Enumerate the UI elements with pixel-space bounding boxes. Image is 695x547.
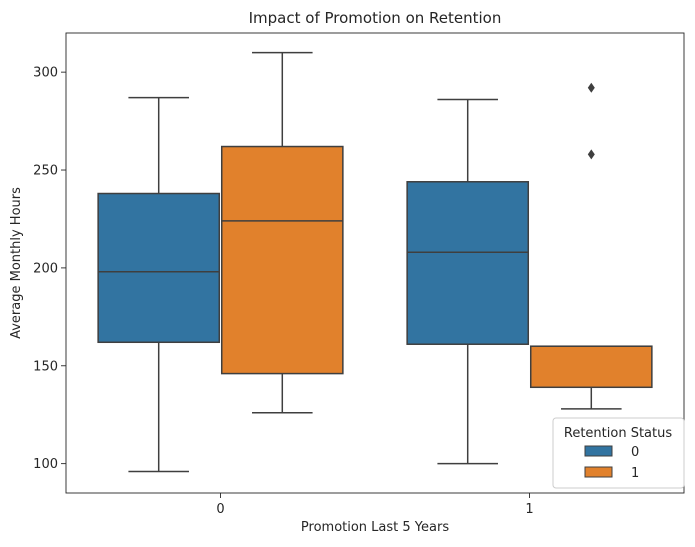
y-tick-label-1: 150 [33, 359, 58, 374]
y-axis-label: Average Monthly Hours [9, 187, 24, 339]
plot-frame [65, 32, 685, 494]
legend-swatch-1 [584, 466, 613, 478]
legend-swatch-0 [584, 445, 613, 457]
box-1-cat-0 [220, 51, 344, 414]
x-tick-label-1: 1 [525, 502, 533, 517]
legend-label-0: 0 [631, 445, 639, 460]
box-body [406, 181, 530, 345]
y-tick-label-2: 200 [33, 261, 58, 276]
box-body [220, 145, 344, 375]
box-series [97, 51, 653, 473]
x-axis-label: Promotion Last 5 Years [301, 520, 449, 535]
box-body [529, 345, 653, 389]
y-tick-label-4: 300 [33, 66, 58, 81]
box-0-cat-0 [97, 96, 221, 473]
legend: Retention Status 0 1 [552, 417, 685, 489]
outlier-point-1 [587, 82, 595, 93]
outlier-point-0 [587, 149, 595, 160]
box-0-cat-1 [406, 98, 530, 465]
box-body [97, 192, 221, 344]
y-tick-label-3: 250 [33, 164, 58, 179]
y-axis-ticks: 100 150 200 250 300 [33, 66, 66, 472]
legend-title: Retention Status [564, 426, 672, 441]
y-tick-label-0: 100 [33, 457, 58, 472]
chart-title: Impact of Promotion on Retention [249, 9, 502, 27]
legend-label-1: 1 [631, 466, 639, 481]
box-1-cat-1 [529, 82, 653, 410]
x-tick-label-0: 0 [216, 502, 224, 517]
